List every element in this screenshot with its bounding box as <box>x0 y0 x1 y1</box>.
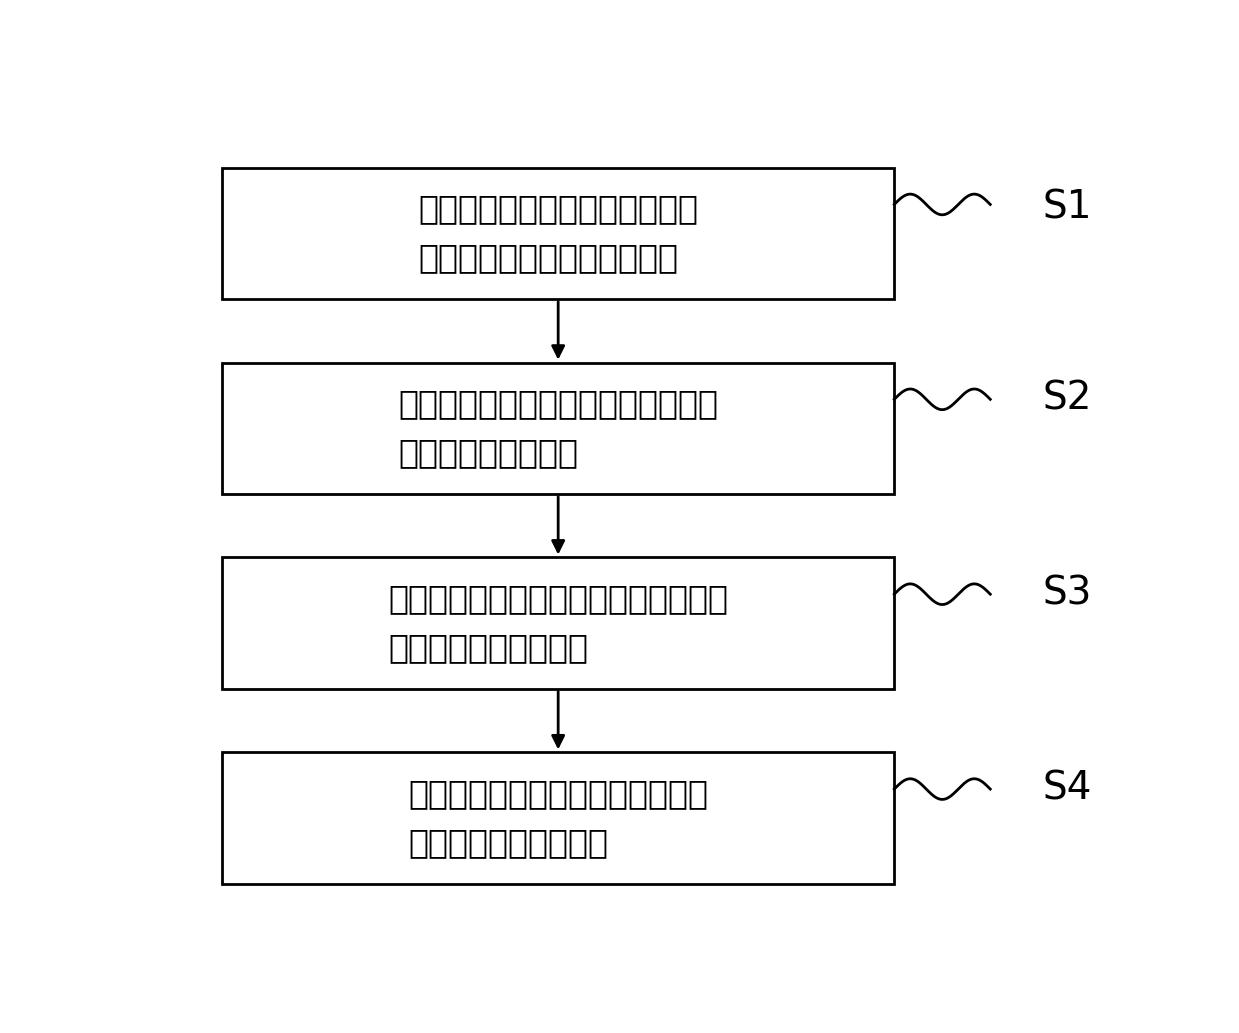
Bar <box>222 363 895 494</box>
Text: 获取当前能够启动供电的分布式
电源的个数、种类及供电功率: 获取当前能够启动供电的分布式 电源的个数、种类及供电功率 <box>419 192 698 274</box>
Bar <box>222 167 895 299</box>
Text: S2: S2 <box>1042 379 1092 417</box>
Text: S4: S4 <box>1042 770 1092 807</box>
Bar <box>222 752 895 883</box>
Text: S1: S1 <box>1042 188 1092 226</box>
Bar <box>222 558 895 689</box>
Text: 判断当前停电片区内的需要恢复运行
的应急设备的总功率: 判断当前停电片区内的需要恢复运行 的应急设备的总功率 <box>398 387 719 469</box>
Text: S3: S3 <box>1042 574 1092 613</box>
Text: 确定安全启动环境，启动对接大电网的
交流母线的升压变压器: 确定安全启动环境，启动对接大电网的 交流母线的升压变压器 <box>388 583 729 664</box>
Text: 将分布式电源的供电功率按优先级
分配到所述应急设备上: 将分布式电源的供电功率按优先级 分配到所述应急设备上 <box>408 777 709 858</box>
